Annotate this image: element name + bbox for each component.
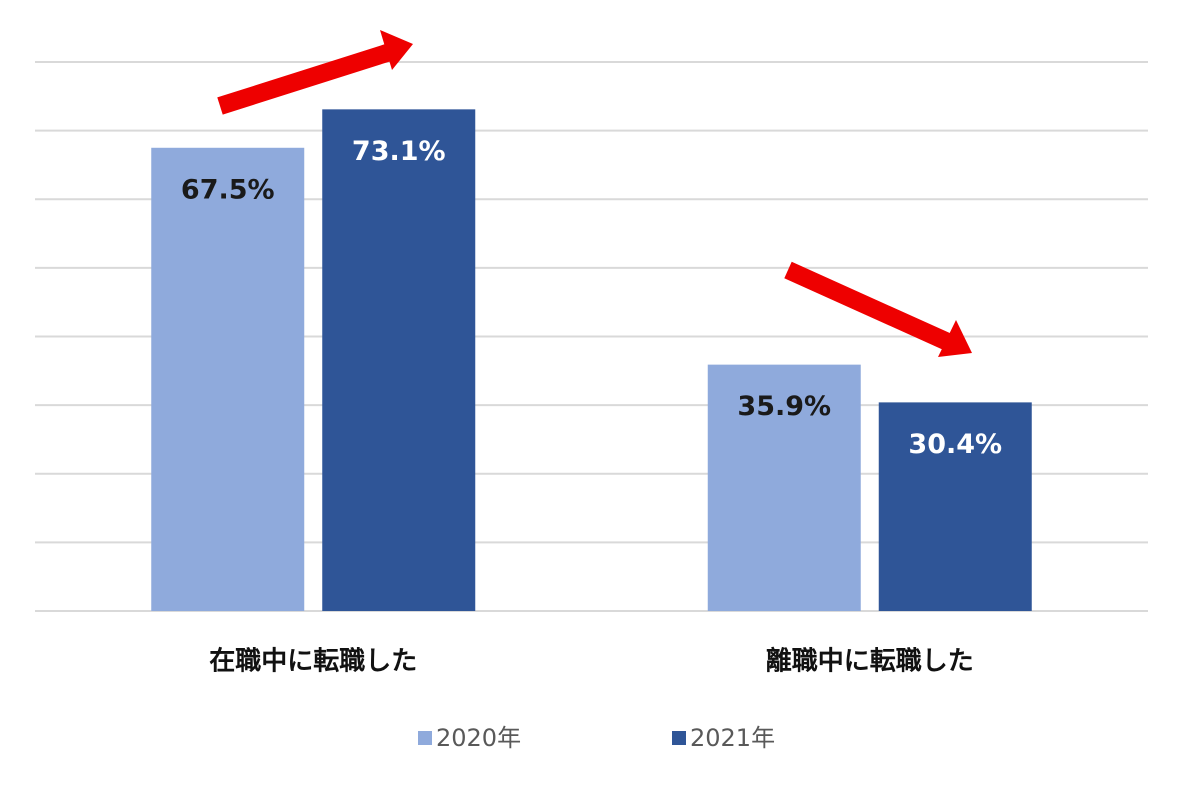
legend-swatch bbox=[672, 731, 686, 745]
legend-label: 2021年 bbox=[690, 724, 775, 752]
arrow-up bbox=[217, 30, 413, 115]
x-tick-label: 離職中に転職した bbox=[766, 646, 974, 677]
bar bbox=[707, 364, 861, 611]
data-label: 30.4% bbox=[908, 429, 1002, 460]
bar bbox=[322, 109, 476, 611]
data-label: 73.1% bbox=[352, 136, 446, 167]
bar bbox=[878, 402, 1032, 611]
bars: 在職中に転職した 67.5% 73.1% 離職中に転職した 35.9% 30.4% bbox=[151, 109, 1032, 677]
data-label: 67.5% bbox=[181, 174, 275, 205]
x-tick-label: 在職中に転職した bbox=[209, 647, 417, 677]
legend-label: 2020年 bbox=[436, 724, 521, 752]
arrow-down bbox=[784, 261, 972, 357]
data-label: 35.9% bbox=[737, 391, 831, 422]
legend: 2020年 2021年 bbox=[418, 724, 775, 752]
legend-swatch bbox=[418, 731, 432, 745]
bar bbox=[151, 147, 305, 611]
